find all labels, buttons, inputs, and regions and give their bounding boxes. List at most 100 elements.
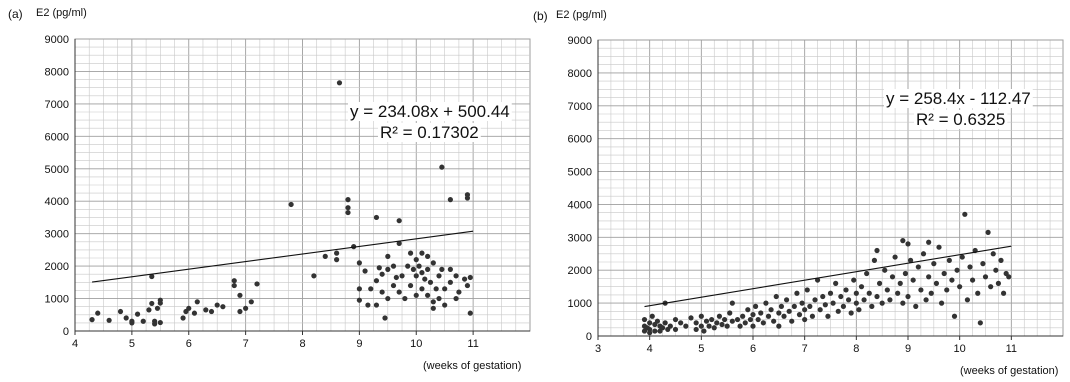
x-axis-label: (weeks of gestation) — [423, 360, 522, 372]
data-point — [936, 244, 942, 250]
data-point — [464, 282, 471, 289]
data-point — [895, 290, 901, 296]
y-tick-label: 3000 — [45, 229, 69, 241]
data-point — [747, 316, 754, 323]
data-point — [869, 303, 875, 309]
x-tick-label: 11 — [467, 338, 478, 350]
x-tick-label: 7 — [243, 338, 249, 350]
data-point — [698, 323, 704, 329]
data-point — [407, 282, 414, 289]
data-point — [117, 308, 124, 315]
x-tick-label: 9 — [356, 338, 362, 350]
data-point — [368, 286, 374, 292]
data-point — [334, 257, 340, 263]
data-point — [356, 297, 362, 303]
data-point — [742, 320, 748, 326]
data-point — [954, 267, 960, 273]
data-point — [830, 300, 836, 306]
data-point — [923, 297, 929, 303]
data-point — [433, 286, 439, 292]
data-point — [152, 321, 158, 327]
data-point — [393, 274, 399, 281]
x-tick-label: 4 — [72, 338, 78, 350]
data-point — [203, 307, 209, 313]
data-point — [750, 323, 756, 329]
x-tick-label: 10 — [410, 338, 422, 350]
data-point — [336, 80, 343, 86]
data-point — [920, 251, 927, 257]
data-point — [180, 315, 186, 321]
data-point — [678, 320, 684, 326]
data-point — [464, 195, 471, 201]
data-point — [688, 315, 694, 321]
data-point — [729, 300, 735, 306]
data-point — [416, 263, 422, 269]
data-point — [926, 274, 932, 280]
data-point — [802, 307, 808, 313]
data-point — [902, 270, 909, 277]
data-point — [964, 297, 971, 303]
data-point — [186, 305, 192, 311]
data-point — [672, 326, 679, 333]
data-point — [647, 320, 653, 326]
data-point — [879, 300, 885, 306]
data-point — [763, 300, 769, 306]
data-point — [866, 290, 872, 296]
trendline-equation: y = 234.08x + 500.44 — [350, 102, 510, 121]
data-point — [802, 316, 808, 323]
y-axis-label: E2 (pg/ml) — [556, 9, 607, 21]
data-point — [931, 261, 937, 267]
data-point — [413, 292, 419, 298]
data-point — [396, 240, 402, 246]
data-point — [825, 313, 831, 319]
data-point — [396, 289, 402, 295]
data-point — [430, 305, 436, 311]
data-point — [430, 299, 436, 305]
data-point — [311, 273, 317, 279]
data-point — [892, 254, 898, 260]
data-point — [794, 290, 800, 296]
data-point — [701, 328, 707, 334]
x-tick-label: 8 — [853, 343, 859, 355]
x-tick-label: 11 — [1006, 343, 1017, 355]
data-point — [864, 270, 870, 277]
data-point — [683, 323, 689, 329]
data-point — [724, 323, 730, 329]
y-axis-label: E2 (pg/ml) — [36, 7, 87, 19]
data-point — [456, 289, 462, 295]
data-point — [995, 280, 1002, 286]
data-point — [237, 308, 243, 315]
data-point — [453, 295, 459, 302]
data-point — [659, 325, 666, 331]
data-point — [157, 319, 163, 326]
panel-label: (b) — [533, 9, 548, 23]
equation-background — [348, 102, 512, 121]
data-point — [719, 321, 725, 328]
data-point — [768, 307, 774, 313]
data-point — [897, 280, 903, 286]
data-point — [833, 280, 839, 286]
data-point — [703, 318, 710, 324]
data-point — [887, 297, 893, 303]
data-point — [667, 323, 673, 329]
data-point — [1006, 274, 1012, 280]
data-point — [191, 310, 198, 316]
data-point — [641, 316, 648, 323]
data-point — [760, 320, 766, 326]
data-point — [791, 303, 797, 309]
y-tick-label: 5000 — [45, 164, 69, 176]
data-point — [853, 300, 859, 306]
data-point — [856, 307, 862, 313]
data-point — [709, 316, 715, 323]
y-tick-label: 2000 — [568, 265, 592, 277]
x-tick-label: 3 — [595, 343, 601, 355]
x-tick-label: 5 — [129, 338, 135, 350]
data-point — [254, 281, 260, 287]
data-point — [853, 290, 859, 296]
y-tick-label: 7000 — [568, 101, 592, 113]
data-point — [941, 270, 947, 277]
data-point — [356, 260, 362, 266]
chart-panel-a: (a) E2 (pg/ml) (weeks of gestation) 0 100… — [8, 7, 531, 372]
data-point — [967, 264, 973, 270]
data-point — [376, 265, 382, 271]
